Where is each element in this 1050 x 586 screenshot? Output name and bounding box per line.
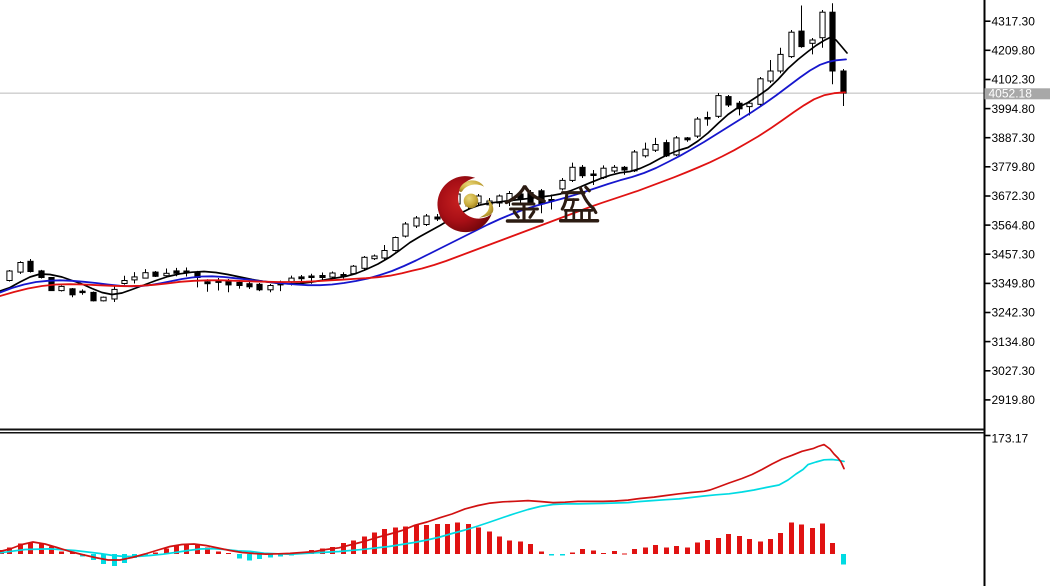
svg-text:3994.80: 3994.80 [992, 102, 1036, 116]
svg-text:3779.80: 3779.80 [992, 160, 1036, 174]
svg-text:4317.30: 4317.30 [992, 14, 1036, 28]
svg-text:4052.18: 4052.18 [989, 87, 1033, 101]
svg-text:3887.30: 3887.30 [992, 131, 1036, 145]
svg-text:4102.30: 4102.30 [992, 73, 1036, 87]
svg-text:3564.80: 3564.80 [992, 218, 1036, 232]
svg-text:3134.80: 3134.80 [992, 335, 1036, 349]
svg-text:3349.80: 3349.80 [992, 277, 1036, 291]
svg-text:4209.80: 4209.80 [992, 44, 1036, 58]
svg-text:3027.30: 3027.30 [992, 364, 1036, 378]
svg-text:3457.30: 3457.30 [992, 247, 1036, 261]
svg-text:3672.30: 3672.30 [992, 189, 1036, 203]
svg-text:2919.80: 2919.80 [992, 393, 1036, 407]
svg-text:3242.30: 3242.30 [992, 306, 1036, 320]
svg-text:173.17: 173.17 [992, 432, 1029, 446]
